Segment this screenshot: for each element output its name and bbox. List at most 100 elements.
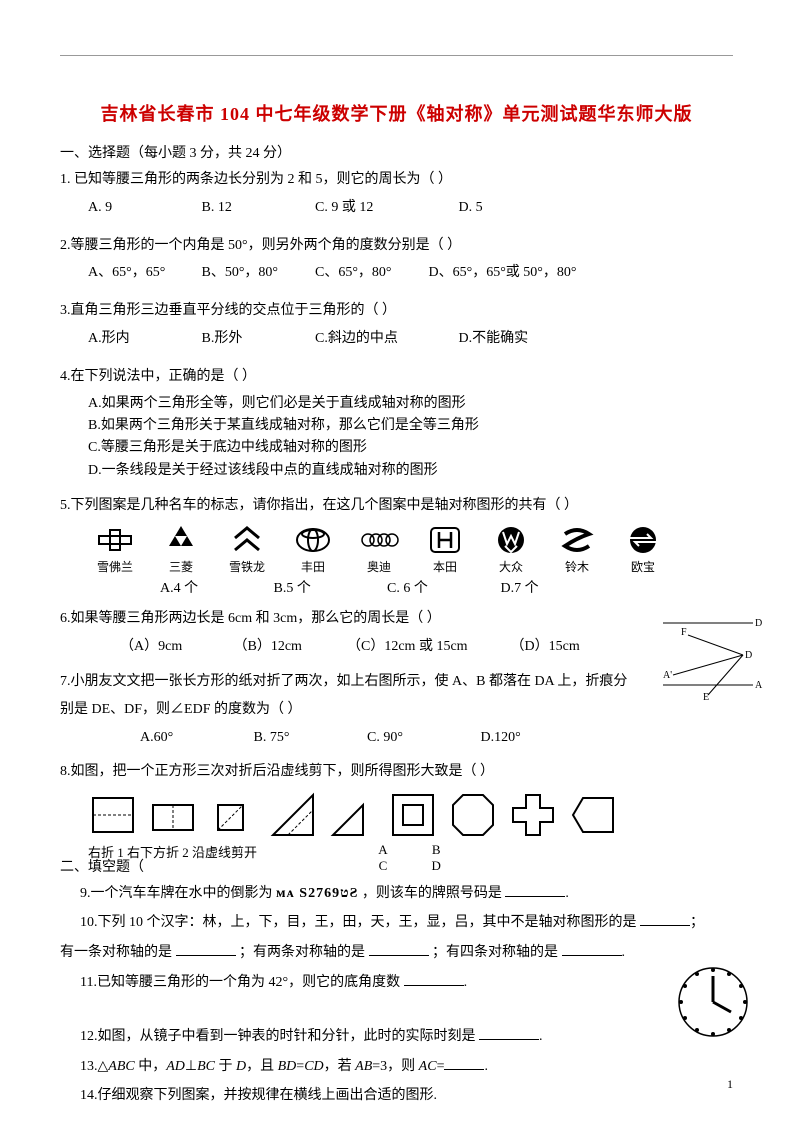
q3-opt-d: D.不能确实 [459,327,529,351]
q5-opts: A.4 个 B.5 个 C. 6 个 D.7 个 [160,577,733,601]
q1-text: 1. 已知等腰三角形的两条边长分别为 2 和 5，则它的周长为（ ） [60,168,733,192]
fold-step-4-icon [268,790,318,840]
q8-rlabel-a: A [358,842,408,858]
q7-opts: A.60° B. 75° C. 90° D.120° [140,726,733,750]
logo-vw: 大众 [484,524,538,575]
q11-line: 11.已知等腰三角形的一个角为 42°，则它的底角度数 . [80,971,733,995]
q13-abc: ABC [108,1059,134,1074]
logo-chevrolet: 雪佛兰 [88,524,142,575]
q14-text: 14.仔细观察下列图案，并按规律在横线上画出合适的图形. [80,1084,733,1108]
q4-sub-a: A.如果两个三角形全等，则它们必是关于直线成轴对称的图形 [88,393,733,415]
q13-cd: CD [304,1059,323,1074]
blank-line [562,941,622,956]
q1-opt-b: B. 12 [202,196,312,220]
q11-text: 11.已知等腰三角形的一个角为 42°，则它的底角度数 [80,975,400,990]
q7-diagram: D A F A' E D [653,615,763,700]
q13g: = [437,1059,445,1074]
q2-opt-d: D、65°，65°或 50°，80° [429,261,577,285]
q4-sub-c: C.等腰三角形是关于底边中线成轴对称的图形 [88,437,733,459]
fold-step-1-icon [88,790,138,840]
q1-opts: A. 9 B. 12 C. 9 或 12 D. 5 [88,196,733,220]
logo-toyota: 丰田 [286,524,340,575]
blank-line [404,971,464,986]
q5-opt-d: D.7 个 [501,577,539,601]
logo-label: 三菱 [169,558,193,575]
svg-text:A': A' [663,670,672,681]
q13-ad: AD [166,1059,185,1074]
logo-label: 雪佛兰 [97,558,133,575]
logo-opel: 欧宝 [616,524,670,575]
logo-label: 雪铁龙 [229,558,265,575]
logo-suzuki: 铃木 [550,524,604,575]
period: . [565,886,569,901]
q13-ab: AB [355,1059,372,1074]
q5-opt-a: A.4 个 [160,577,270,601]
blank-line [479,1025,539,1040]
q10-2a: 有一条对称轴的是 [60,945,172,960]
svg-text:D: D [755,618,762,629]
q13c: 于 [215,1059,236,1074]
fold-step-3-icon [208,790,258,840]
q8-opt-d-icon [568,790,618,840]
svg-text:F: F [681,627,687,638]
logo-label: 丰田 [301,558,325,575]
page-number: 1 [727,1077,733,1092]
svg-text:A: A [755,680,763,691]
q13e: ，若 [324,1059,356,1074]
q10-line1: 10.下列 10 个汉字：林，上，下，目，王，田，天，王，显，吕，其中不是轴对称… [80,911,733,935]
logo-label: 本田 [433,558,457,575]
top-rule [60,55,733,56]
q10-2c: ；有四条对称轴的是 [432,945,558,960]
period: . [539,1029,543,1044]
q7-text2: 别是 DE、DF，则∠EDF 的度数为（ ） [60,698,733,722]
q13d: ，且 [246,1059,278,1074]
q7-opt-a: A.60° [140,726,250,750]
blank-line [369,941,429,956]
q8-opt-a-icon [388,790,438,840]
q4-text: 4.在下列说法中，正确的是（ ） [60,365,733,389]
logo-mitsubishi: 三菱 [154,524,208,575]
q13b: 中， [135,1059,167,1074]
logo-citroen: 雪铁龙 [220,524,274,575]
q7-opt-c: C. 90° [367,726,477,750]
blank-line [505,882,565,897]
car-logos-row: 雪佛兰 三菱 雪铁龙 丰田 奥迪 本田 大众 铃木 [88,524,733,575]
q2-opt-b: B、50°，80° [202,261,312,285]
q7-opt-d: D.120° [481,726,521,750]
logo-label: 铃木 [565,558,589,575]
section-1-head: 一、选择题（每小题 3 分，共 24 分） [60,142,733,162]
period: . [484,1059,488,1074]
q8-shapes-row [88,790,733,840]
q8-right-labels: A B C D [358,842,468,874]
q3-opt-c: C.斜边的中点 [315,327,455,351]
period: . [464,975,468,990]
q6-opts: （A）9cm （B）12cm （C）12cm 或 15cm （D）15cm [120,635,733,659]
q2-opt-c: C、65°，80° [315,261,425,285]
q5-opt-b: B.5 个 [274,577,384,601]
q13-bc: BC [197,1059,215,1074]
q10-2b: ；有两条对称轴的是 [239,945,365,960]
q5-text: 5.下列图案是几种名车的标志，请你指出，在这几个图案中是轴对称图形的共有（ ） [60,494,733,518]
q10-line2: 有一条对称轴的是 ；有两条对称轴的是 ；有四条对称轴的是 . [60,941,733,965]
q6-opt-c: （C）12cm 或 15cm [347,635,507,659]
logo-label: 大众 [499,558,523,575]
logo-honda: 本田 [418,524,472,575]
q2-opts: A、65°，65° B、50°，80° C、65°，80° D、65°，65°或… [88,261,733,285]
logo-label: 奥迪 [367,558,391,575]
q8-text: 8.如图，把一个正方形三次对折后沿虚线剪下，则所得图形大致是（ ） [60,760,733,784]
q4-sub-d: D.一条线段是关于经过该线段中点的直线成轴对称的图形 [88,460,733,482]
q6-text: 6.如果等腰三角形两边长是 6cm 和 3cm，那么它的周长是（ ） [60,607,733,631]
fold-step-5-icon [328,790,378,840]
q2-opt-a: A、65°，65° [88,261,198,285]
q7-opt-b: B. 75° [254,726,364,750]
q3-opt-a: A.形内 [88,327,198,351]
page-container: 吉林省长春市 104 中七年级数学下册《轴对称》单元测试题华东师大版 一、选择题… [0,0,793,1122]
q1-opt-d: D. 5 [459,196,569,220]
q12-text: 12.如图，从镜子中看到一钟表的时针和分针，此时的实际时刻是 [80,1029,476,1044]
q13-bd: BD [278,1059,297,1074]
blank-line [640,911,690,926]
logo-audi: 奥迪 [352,524,406,575]
page-title: 吉林省长春市 104 中七年级数学下册《轴对称》单元测试题华东师大版 [60,100,733,126]
q9-text: 9.一个汽车车牌在水中的倒影为 [80,886,273,901]
q1-opt-a: A. 9 [88,196,198,220]
